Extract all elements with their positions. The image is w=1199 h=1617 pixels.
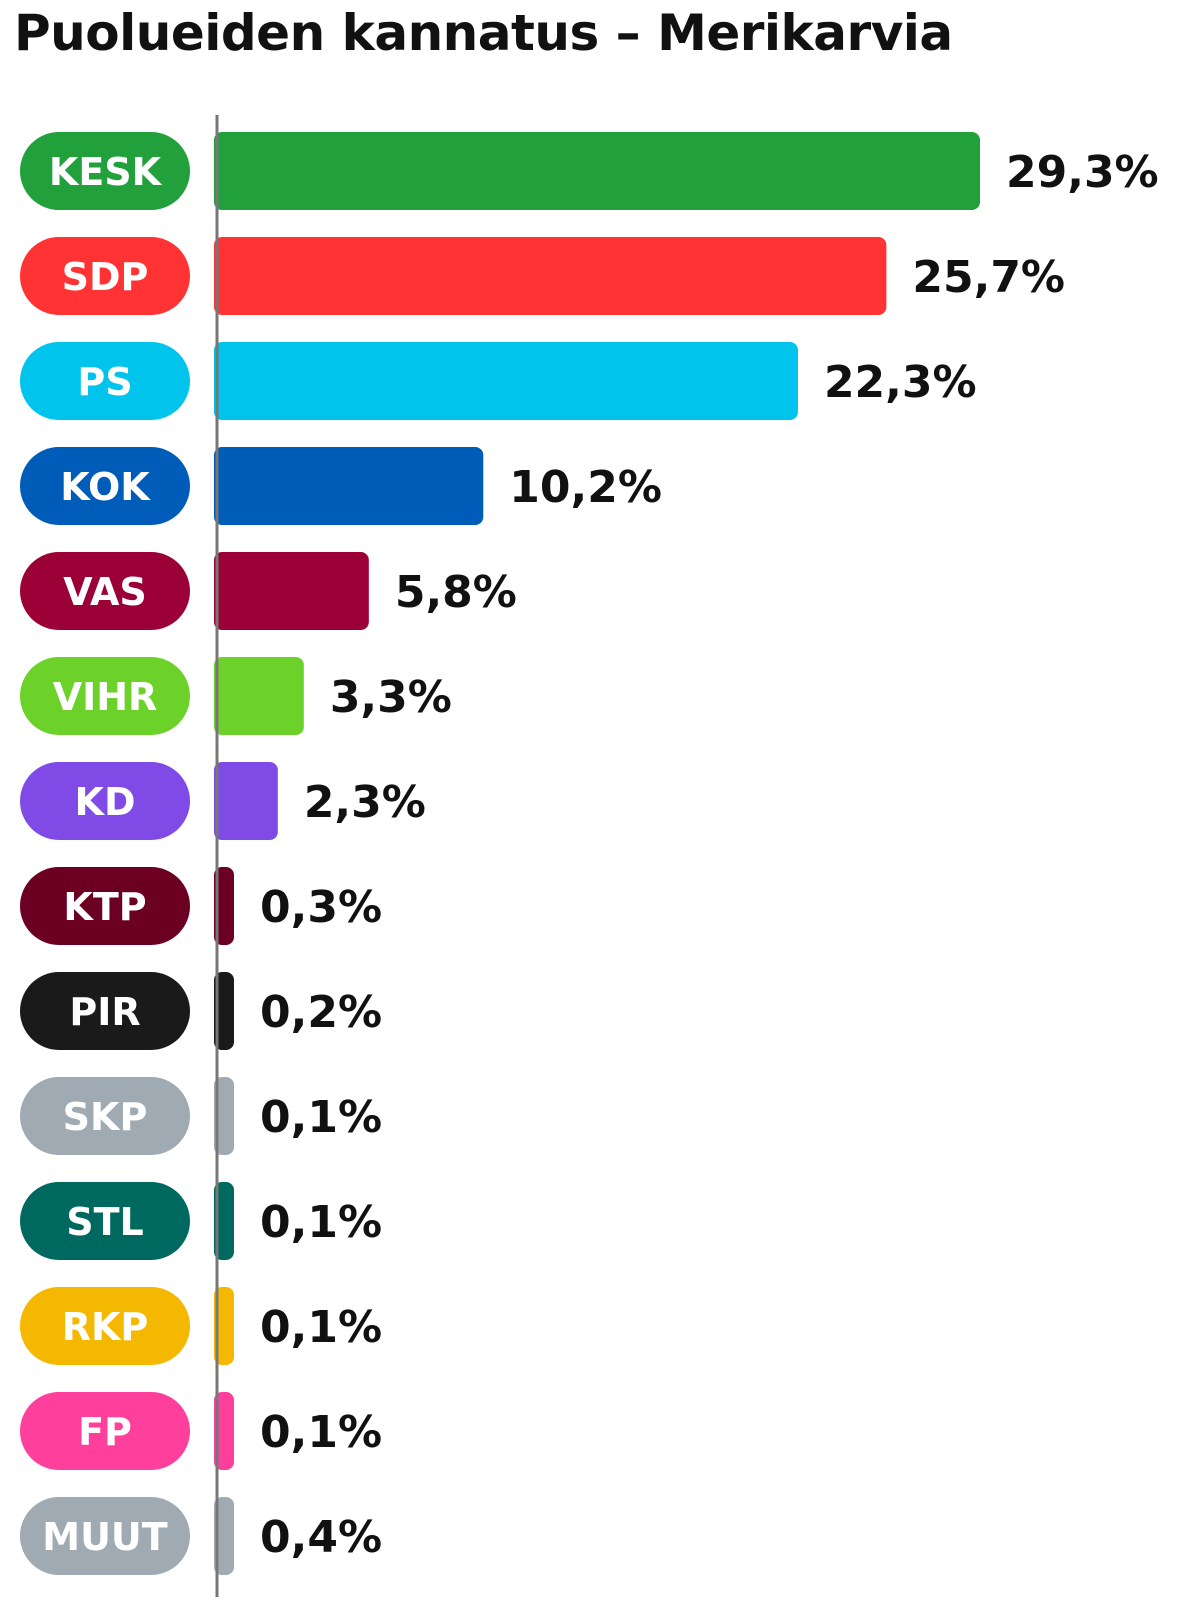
category-pill-kok: [20, 447, 190, 525]
chart-title: Puolueiden kannatus – Merikarvia: [14, 4, 953, 62]
bar-ps: [214, 342, 798, 420]
value-label-kok: 10,2%: [509, 462, 662, 513]
category-pill-ktp: [20, 867, 190, 945]
value-label-fp: 0,1%: [260, 1407, 382, 1458]
category-label-skp: SKP: [63, 1095, 148, 1139]
value-label-rkp: 0,1%: [260, 1302, 382, 1353]
bar-kesk: [214, 132, 980, 210]
value-label-kesk: 29,3%: [1006, 147, 1159, 198]
category-label-vihr: VIHR: [53, 675, 158, 719]
category-label-kd: KD: [75, 780, 136, 824]
bar-skp: [214, 1077, 234, 1155]
bar-sdp: [214, 237, 887, 315]
category-label-pir: PIR: [69, 990, 140, 1034]
category-pill-pir: [20, 972, 190, 1050]
category-pill-fp: [20, 1392, 190, 1470]
bar-vihr: [214, 657, 304, 735]
value-label-vas: 5,8%: [395, 567, 517, 618]
bar-fp: [214, 1392, 234, 1470]
value-label-skp: 0,1%: [260, 1092, 382, 1143]
category-pill-kesk: [20, 132, 190, 210]
category-label-muut: MUUT: [42, 1515, 168, 1559]
category-label-fp: FP: [78, 1410, 132, 1454]
value-label-ps: 22,3%: [824, 357, 977, 408]
value-label-stl: 0,1%: [260, 1197, 382, 1248]
bar-kok: [214, 447, 484, 525]
category-pill-kd: [20, 762, 190, 840]
value-label-muut: 0,4%: [260, 1512, 382, 1563]
category-label-stl: STL: [66, 1200, 144, 1244]
bar-pir: [214, 972, 234, 1050]
category-pill-stl: [20, 1182, 190, 1260]
category-label-ktp: KTP: [63, 885, 146, 929]
bar-stl: [214, 1182, 234, 1260]
category-label-vas: VAS: [63, 570, 147, 614]
value-label-ktp: 0,3%: [260, 882, 382, 933]
bar-muut: [214, 1497, 234, 1575]
category-pill-sdp: [20, 237, 190, 315]
category-label-sdp: SDP: [62, 255, 149, 299]
bar-vas: [214, 552, 369, 630]
category-label-rkp: RKP: [62, 1305, 149, 1349]
chart-rows: KESK 29,3% SDP 25,7% PS 22,3% KOK 10,2% VAS 5,8% V…: [20, 132, 1159, 1575]
value-label-vihr: 3,3%: [330, 672, 452, 723]
bar-ktp: [214, 867, 234, 945]
category-pill-vas: [20, 552, 190, 630]
bar-kd: [214, 762, 278, 840]
category-pill-skp: [20, 1077, 190, 1155]
value-label-kd: 2,3%: [304, 777, 426, 828]
category-label-kesk: KESK: [49, 150, 163, 194]
bar-rkp: [214, 1287, 234, 1365]
category-label-kok: KOK: [60, 465, 151, 509]
category-pill-vihr: [20, 657, 190, 735]
category-pill-muut: [20, 1497, 190, 1575]
value-label-sdp: 25,7%: [912, 252, 1065, 303]
value-label-pir: 0,2%: [260, 987, 382, 1038]
category-pill-rkp: [20, 1287, 190, 1365]
category-pill-ps: [20, 342, 190, 420]
category-label-ps: PS: [77, 360, 132, 404]
